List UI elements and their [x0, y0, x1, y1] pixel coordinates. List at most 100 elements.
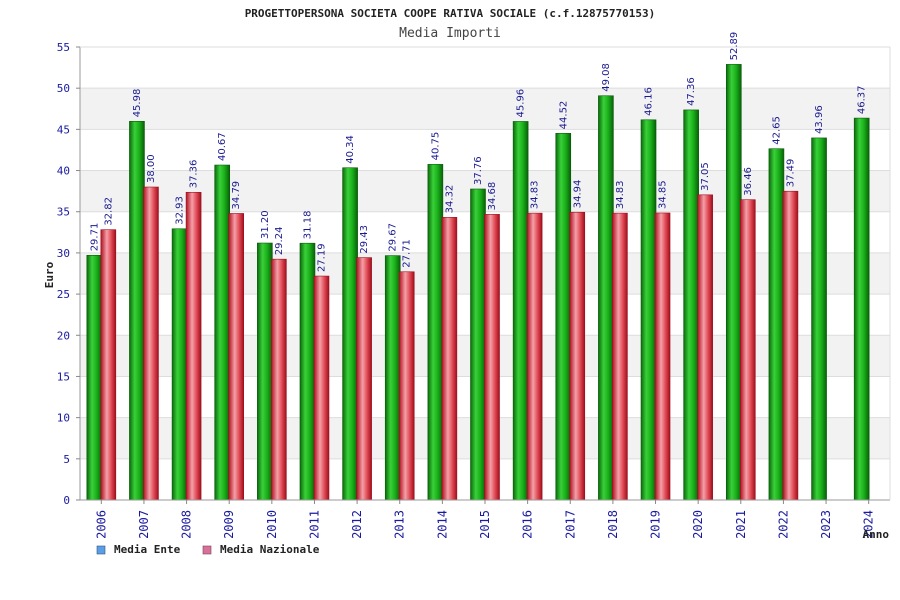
label-media-ente-2008: 32.93 — [175, 196, 186, 225]
label-media-ente-2020: 47.36 — [686, 77, 697, 106]
bar-media-ente-2021 — [725, 64, 742, 501]
bar-media-nazionale-2010 — [271, 258, 287, 501]
label-media-ente-2012: 40.34 — [345, 135, 356, 164]
x-tick-label-2020: 2020 — [691, 510, 705, 539]
y-tick-label: 20 — [57, 329, 70, 342]
label-media-nazionale-2007: 38.00 — [146, 154, 157, 183]
legend-label-media-nazionale: Media Nazionale — [220, 543, 320, 556]
x-tick-label-2015: 2015 — [478, 510, 492, 539]
x-tick-label-2012: 2012 — [350, 510, 364, 539]
label-media-ente-2024: 46.37 — [857, 85, 868, 114]
bar-media-ente-2011 — [299, 242, 316, 501]
x-tick-label-2019: 2019 — [649, 510, 663, 539]
bar-media-nazionale-2008 — [185, 191, 202, 501]
label-media-ente-2011: 31.18 — [302, 211, 313, 240]
legend: Media Ente Media Nazionale — [96, 543, 320, 556]
x-tick-label-2006: 2006 — [94, 510, 108, 539]
bar-media-ente-2006 — [86, 254, 103, 501]
bar-media-nazionale-2019 — [654, 212, 671, 501]
bar-media-ente-2022 — [768, 148, 785, 501]
x-axis-ticks: 2006 2007 2008 2009 2010 2011 2012 2013 2014 2015… — [94, 500, 876, 539]
label-media-nazionale-2009: 34.79 — [231, 181, 242, 210]
label-media-nazionale-2013: 27.71 — [402, 239, 413, 268]
bar-media-nazionale-2021 — [739, 199, 756, 501]
chart-subtitle: Media Importi — [399, 26, 501, 41]
bar-media-nazionale-2017 — [569, 211, 586, 501]
label-media-ente-2013: 29.67 — [388, 223, 399, 252]
x-tick-label-2013: 2013 — [393, 510, 407, 539]
label-media-ente-2022: 42.65 — [771, 116, 782, 145]
label-media-nazionale-2006: 32.82 — [103, 197, 114, 226]
legend-swatch-media-nazionale — [202, 545, 212, 555]
y-tick-label: 0 — [63, 494, 70, 507]
bar-media-nazionale-2006 — [100, 229, 117, 501]
label-media-nazionale-2017: 34.94 — [572, 180, 583, 209]
x-axis-label: Anno — [863, 528, 890, 541]
label-media-nazionale-2016: 34.83 — [530, 180, 541, 209]
bar-media-nazionale-2015 — [484, 214, 500, 501]
label-media-ente-2009: 40.67 — [217, 132, 228, 161]
label-media-nazionale-2011: 27.19 — [316, 243, 327, 272]
y-tick-label: 5 — [63, 453, 70, 466]
label-media-nazionale-2021: 36.46 — [743, 167, 754, 196]
label-media-nazionale-2019: 34.85 — [658, 180, 669, 209]
x-tick-label-2014: 2014 — [435, 510, 449, 539]
y-tick-label: 15 — [57, 370, 70, 383]
label-media-nazionale-2020: 37.05 — [700, 162, 711, 191]
y-tick-label: 35 — [57, 206, 70, 219]
y-tick-label: 45 — [57, 123, 70, 136]
chart-title: PROGETTOPERSONA SOCIETA COOPE RATIVA SOC… — [245, 7, 656, 20]
y-tick-label: 40 — [57, 165, 70, 178]
bar-media-ente-2012 — [342, 167, 358, 501]
bar-media-ente-2014 — [427, 164, 444, 501]
legend-label-media-ente: Media Ente — [114, 543, 181, 556]
label-media-nazionale-2014: 34.32 — [444, 185, 455, 214]
label-media-nazionale-2012: 29.43 — [359, 225, 370, 254]
x-tick-label-2018: 2018 — [606, 510, 620, 539]
bar-media-ente-2007 — [129, 120, 145, 501]
bar-media-nazionale-2014 — [441, 217, 458, 501]
label-media-nazionale-2022: 37.49 — [785, 159, 796, 188]
label-media-nazionale-2008: 37.36 — [189, 160, 200, 189]
bar-media-nazionale-2016 — [526, 212, 543, 501]
bar-media-ente-2013 — [384, 255, 401, 501]
bar-media-ente-2015 — [470, 188, 486, 501]
bar-media-nazionale-2022 — [782, 190, 799, 501]
legend-swatch-media-ente — [96, 545, 106, 555]
label-media-nazionale-2018: 34.83 — [615, 180, 626, 209]
y-axis-ticks: 0 5 10 15 20 25 30 35 40 45 50 55 — [57, 41, 80, 507]
y-tick-label: 55 — [57, 41, 70, 54]
label-media-ente-2019: 46.16 — [644, 87, 655, 116]
label-media-nazionale-2015: 34.68 — [487, 182, 498, 211]
x-tick-label-2023: 2023 — [819, 510, 833, 539]
x-tick-label-2024: 2024 — [862, 510, 876, 539]
label-media-ente-2010: 31.20 — [260, 210, 271, 239]
y-tick-label: 10 — [57, 412, 70, 425]
bar-media-nazionale-2007 — [143, 186, 159, 501]
x-tick-label-2016: 2016 — [521, 510, 535, 539]
bar-media-ente-2008 — [171, 228, 188, 501]
label-media-ente-2015: 37.76 — [473, 156, 484, 185]
bar-media-nazionale-2018 — [612, 212, 628, 501]
label-media-nazionale-2010: 29.24 — [274, 227, 285, 256]
x-tick-label-2017: 2017 — [563, 510, 577, 539]
bar-media-nazionale-2013 — [398, 271, 415, 501]
y-axis-label: Euro — [43, 261, 56, 288]
bar-media-nazionale-2011 — [313, 275, 330, 501]
bar-media-ente-2009 — [214, 164, 231, 501]
y-tick-label: 50 — [57, 82, 70, 95]
x-tick-label-2021: 2021 — [734, 510, 748, 539]
y-tick-label: 25 — [57, 288, 70, 301]
bar-media-ente-2023 — [811, 137, 827, 501]
label-media-ente-2016: 45.96 — [516, 89, 527, 118]
bar-media-ente-2020 — [683, 109, 699, 501]
bar-media-ente-2010 — [257, 242, 273, 501]
x-tick-label-2022: 2022 — [776, 510, 790, 539]
bar-media-nazionale-2020 — [697, 194, 713, 501]
label-media-ente-2014: 40.75 — [430, 132, 441, 161]
bar-media-ente-2018 — [598, 95, 614, 501]
bar-media-ente-2017 — [555, 133, 572, 501]
